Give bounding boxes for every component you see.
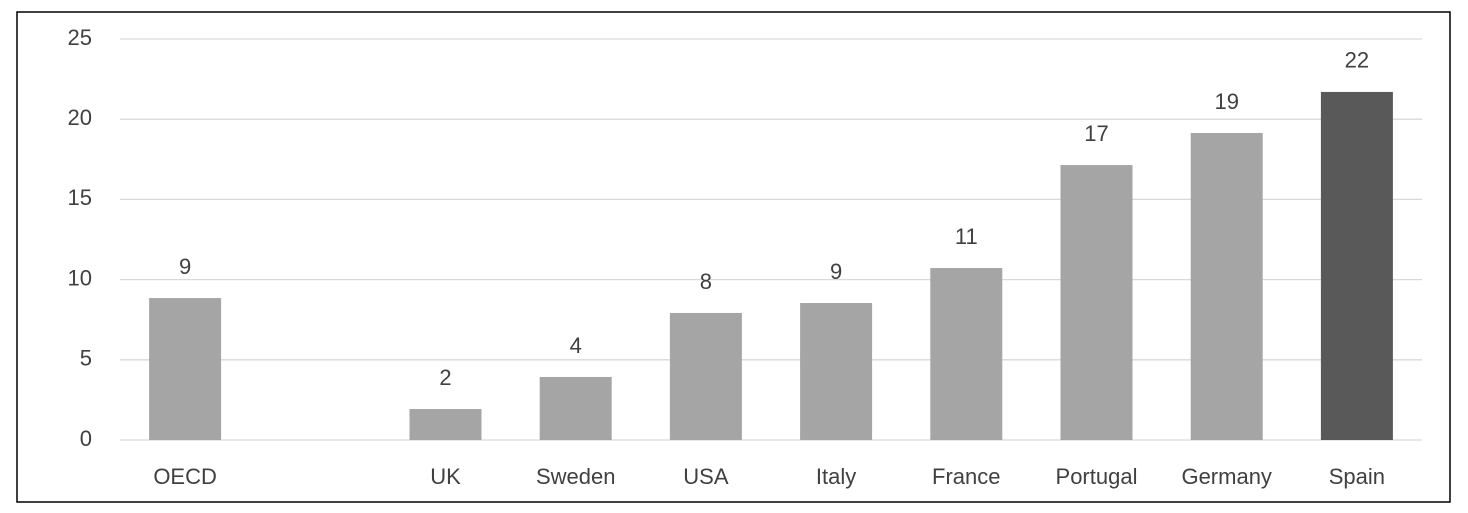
value-label: 9 — [830, 259, 842, 284]
x-tick-label: UK — [430, 464, 461, 489]
x-tick-label: France — [932, 464, 1000, 489]
bar — [1190, 132, 1263, 441]
x-tick-label: Italy — [816, 464, 856, 489]
x-tick-label: Portugal — [1056, 464, 1138, 489]
x-tick-label: Spain — [1329, 464, 1385, 489]
bar — [800, 303, 873, 440]
x-tick-label: OECD — [153, 464, 217, 489]
value-label: 2 — [439, 365, 451, 390]
value-label: 8 — [700, 269, 712, 294]
value-label: 9 — [179, 254, 191, 279]
value-label: 4 — [570, 333, 582, 358]
y-tick-label: 5 — [80, 346, 92, 371]
x-tick-label: Germany — [1181, 464, 1271, 489]
bar — [149, 298, 222, 440]
bar — [669, 312, 742, 440]
y-tick-label: 15 — [68, 185, 92, 210]
bar — [930, 268, 1003, 440]
value-label: 22 — [1345, 48, 1369, 73]
bar — [539, 376, 612, 440]
bar — [1060, 165, 1133, 440]
bar — [409, 409, 482, 440]
value-label: 19 — [1214, 89, 1238, 114]
y-tick-label: 20 — [68, 105, 92, 130]
x-tick-label: Sweden — [536, 464, 616, 489]
y-tick-label: 10 — [68, 265, 92, 290]
y-tick-label: 25 — [68, 25, 92, 50]
bar — [1320, 91, 1393, 440]
value-label: 11 — [955, 224, 978, 249]
y-tick-label: 0 — [80, 426, 92, 451]
value-label: 17 — [1084, 121, 1108, 146]
x-tick-label: USA — [683, 464, 729, 489]
